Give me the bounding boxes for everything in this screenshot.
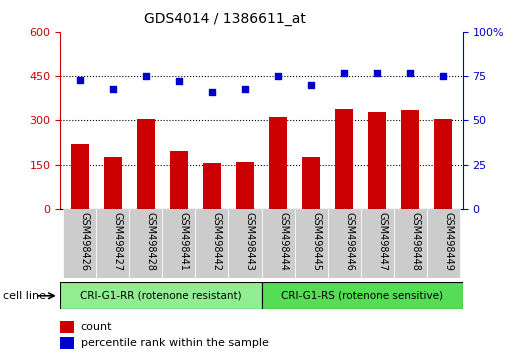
Point — [142, 73, 150, 79]
Point — [109, 86, 117, 91]
Text: count: count — [81, 322, 112, 332]
Point — [340, 70, 348, 75]
Text: CRI-G1-RS (rotenone sensitive): CRI-G1-RS (rotenone sensitive) — [281, 291, 443, 301]
Text: CRI-G1-RR (rotenone resistant): CRI-G1-RR (rotenone resistant) — [80, 291, 242, 301]
Text: GSM498426: GSM498426 — [80, 212, 90, 271]
Bar — [302, 157, 320, 209]
Text: percentile rank within the sample: percentile rank within the sample — [81, 338, 268, 348]
Text: GSM498428: GSM498428 — [146, 212, 156, 271]
Point — [439, 73, 447, 79]
Bar — [294, 209, 327, 278]
Text: GSM498448: GSM498448 — [410, 212, 420, 271]
Bar — [360, 209, 393, 278]
FancyBboxPatch shape — [60, 282, 262, 309]
Text: GSM498444: GSM498444 — [278, 212, 288, 271]
Bar — [368, 112, 386, 209]
Text: GSM498442: GSM498442 — [212, 212, 222, 271]
Text: GSM498443: GSM498443 — [245, 212, 255, 271]
Bar — [60, 337, 74, 349]
Text: GSM498445: GSM498445 — [311, 212, 321, 271]
Bar — [327, 209, 360, 278]
Bar — [401, 110, 419, 209]
Bar — [229, 209, 262, 278]
Point — [307, 82, 315, 88]
Text: cell line: cell line — [3, 291, 46, 301]
Bar — [427, 209, 460, 278]
Bar — [104, 157, 122, 209]
Text: GSM498449: GSM498449 — [443, 212, 453, 271]
Bar — [236, 162, 254, 209]
Point — [373, 70, 381, 75]
Bar — [71, 144, 89, 209]
Bar — [137, 119, 155, 209]
Bar — [130, 209, 163, 278]
Point — [175, 79, 183, 84]
Bar — [170, 152, 188, 209]
Bar — [60, 321, 74, 333]
Bar — [63, 209, 96, 278]
Text: GSM498441: GSM498441 — [179, 212, 189, 271]
Bar — [203, 163, 221, 209]
FancyBboxPatch shape — [262, 282, 463, 309]
Bar — [434, 119, 452, 209]
Bar — [262, 209, 294, 278]
Point — [241, 86, 249, 91]
Point — [406, 70, 414, 75]
Bar — [393, 209, 427, 278]
Bar — [335, 109, 353, 209]
Text: GSM498427: GSM498427 — [113, 212, 123, 272]
Point — [76, 77, 84, 82]
Text: GSM498446: GSM498446 — [344, 212, 354, 271]
Text: GDS4014 / 1386611_at: GDS4014 / 1386611_at — [144, 12, 306, 27]
Bar — [269, 118, 287, 209]
Text: GSM498447: GSM498447 — [377, 212, 387, 271]
Bar — [163, 209, 196, 278]
Point — [208, 89, 216, 95]
Bar — [96, 209, 130, 278]
Point — [274, 73, 282, 79]
Bar — [196, 209, 229, 278]
